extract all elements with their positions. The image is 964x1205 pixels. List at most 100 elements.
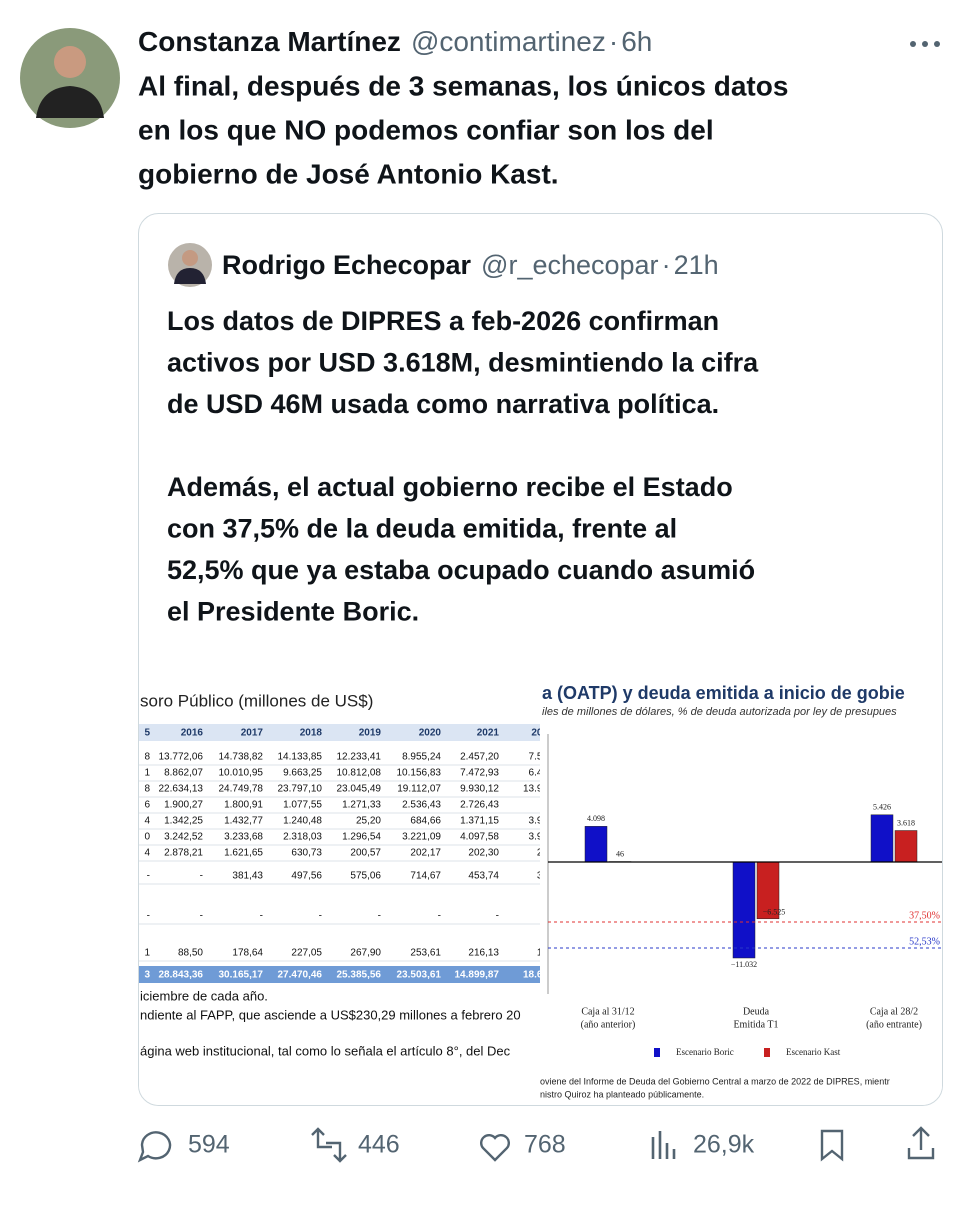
table-cell: 8: [144, 752, 150, 763]
table-cell: 10.812,08: [337, 768, 382, 779]
quoted-avatar-face: [182, 250, 198, 266]
chart-title: a (OATP) y deuda emitida a inicio de gob…: [542, 683, 905, 703]
table-cell: 1.240,48: [283, 816, 322, 827]
table-cell: 2.726,43: [460, 800, 499, 811]
table-header-cell: 5: [144, 728, 150, 739]
views-icon[interactable]: [651, 1131, 676, 1159]
quoted-text-line: 52,5% que ya estaba ocupado cuando asumi…: [167, 555, 755, 585]
more-dot[interactable]: [922, 41, 928, 47]
table-header-cell: 2021: [477, 728, 500, 739]
table-cell: 8.955,24: [402, 752, 441, 763]
action-count: 26,9k: [693, 1131, 755, 1159]
handle: @contimartinez: [411, 26, 606, 57]
table-total-cell: 3: [144, 970, 150, 981]
table-cell: 14.133,85: [278, 752, 323, 763]
avatar-face: [54, 46, 86, 78]
table-cell: 9.663,25: [283, 768, 322, 779]
quoted-text-line: de USD 46M usada como narrativa política…: [167, 389, 719, 419]
table-cell: 497,56: [291, 871, 322, 882]
table-header-cell: 2016: [181, 728, 204, 739]
table-cell: 25,20: [356, 816, 381, 827]
category-label: Emitida T1: [733, 1019, 778, 1030]
table-cell: 2.536,43: [402, 800, 441, 811]
table-cell: 684,66: [410, 816, 441, 827]
share-icon[interactable]: [907, 1126, 935, 1160]
separator: ·: [662, 250, 671, 280]
tweet-text-line: Al final, después de 3 semanas, los únic…: [138, 70, 788, 101]
table-cell: 12.233,41: [337, 752, 382, 763]
table-header-cell: 2019: [359, 728, 382, 739]
action-count: 594: [188, 1131, 230, 1159]
quoted-text-line: Los datos de DIPRES a feb-2026 confirman: [167, 306, 719, 336]
bookmark-icon[interactable]: [820, 1129, 844, 1162]
table-cell: 19.112,07: [397, 784, 441, 795]
bar: [894, 830, 918, 863]
user-line: Constanza Martínez @contimartinez · 6h: [138, 26, 652, 57]
table-cell: 1.621,65: [224, 848, 263, 859]
table-cell: 8: [144, 784, 150, 795]
timestamp: 21h: [674, 250, 719, 280]
table-title: soro Público (millones de US$): [140, 691, 373, 710]
reply-icon[interactable]: [137, 1131, 172, 1163]
table-cell: 202,30: [468, 848, 499, 859]
like-icon[interactable]: [480, 1134, 510, 1162]
table-cell: -: [378, 911, 381, 922]
table-cell: 575,06: [350, 871, 381, 882]
tweet-text-line: en los que NO podemos confiar son los de…: [138, 114, 714, 145]
bar: [732, 861, 756, 959]
retweet-icon[interactable]: [311, 1127, 347, 1163]
table-cell: 1.342,25: [164, 816, 203, 827]
table-note: iciembre de cada año.: [140, 988, 268, 1003]
table-cell: 1.296,54: [342, 832, 381, 843]
table-cell: 2.457,20: [460, 752, 499, 763]
table-cell: 216,13: [468, 948, 499, 959]
quoted-text-line: con 37,5% de la deuda emitida, frente al: [167, 514, 677, 544]
table-cell: 6: [144, 800, 150, 811]
table-cell: 9.930,12: [460, 784, 499, 795]
chart-subtitle: iles de millones de dólares, % de deuda …: [542, 706, 897, 718]
action-bar: 594 446 768 26,9k: [137, 1126, 935, 1163]
table-header-bg: [139, 724, 540, 741]
chart: a (OATP) y deuda emitida a inicio de gob…: [540, 664, 942, 1105]
bar-value-label: 46: [616, 849, 624, 858]
legend-swatch: [764, 1048, 770, 1057]
table-cell: 630,73: [291, 848, 322, 859]
table-cell: 13.772,06: [159, 752, 204, 763]
category-label: Deuda: [743, 1006, 770, 1017]
legend-swatch: [654, 1048, 660, 1057]
legend-label: Escenario Kast: [786, 1047, 841, 1057]
table-cell: 1.077,55: [283, 800, 322, 811]
bar-value-label: 5.426: [873, 803, 891, 812]
table-cell: 7.472,93: [460, 768, 499, 779]
table-cell: 3.233,68: [224, 832, 263, 843]
handle: @r_echecopar: [481, 250, 659, 280]
table-cell: 23.797,10: [278, 784, 323, 795]
chart-source: oviene del Informe de Deuda del Gobierno…: [540, 1076, 890, 1086]
table-total-cell: 23.503,61: [397, 970, 442, 981]
table-cell: 0: [144, 832, 150, 843]
action-count: 446: [358, 1131, 400, 1159]
table-cell: 10.156,83: [397, 768, 442, 779]
legend-label: Escenario Boric: [676, 1047, 734, 1057]
table-cell: 2.878,21: [164, 848, 203, 859]
reference-label: 37,50%: [909, 910, 940, 921]
table-cell: 253,61: [410, 948, 441, 959]
table-cell: 3.92: [529, 816, 549, 827]
table-cell: 4: [144, 848, 150, 859]
table-header-cell: 2017: [241, 728, 264, 739]
more-dot[interactable]: [910, 41, 916, 47]
category-label: (año anterior): [581, 1019, 636, 1030]
reference-label: 52,53%: [909, 936, 940, 947]
tweet-text-line: gobierno de José Antonio Kast.: [138, 158, 559, 189]
table-cell: 7.51: [529, 752, 549, 763]
table-header-cell: 2018: [300, 728, 323, 739]
table-cell: -: [147, 871, 150, 882]
chart-source: nistro Quiroz ha planteado públicamente.: [540, 1089, 704, 1099]
table-cell: 3.92: [529, 832, 549, 843]
table-cell: 178,64: [232, 948, 263, 959]
quoted-text-line: Además, el actual gobierno recibe el Est…: [167, 472, 733, 502]
table-cell: 3.242,52: [164, 832, 203, 843]
table-cell: 267,90: [350, 948, 381, 959]
more-dot[interactable]: [934, 41, 940, 47]
table-total-cell: 27.470,46: [278, 970, 323, 981]
